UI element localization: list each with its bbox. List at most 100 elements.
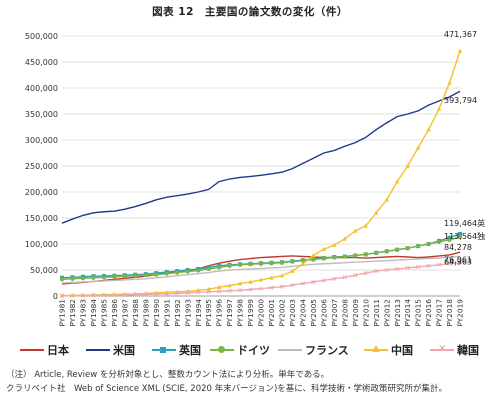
data-point [279,260,285,265]
x-tick-label: PY1984 [89,299,98,327]
data-point [290,259,295,264]
x-tick-label: PY2000 [257,299,266,327]
data-point [279,284,285,289]
data-point [447,80,452,85]
series-line [61,255,461,284]
legend-label: 韓国 [457,344,479,357]
data-point [185,290,190,295]
data-point [279,273,285,278]
data-point [300,281,306,286]
legend-swatch [20,349,44,351]
x-tick-label: PY2013 [393,299,402,327]
y-tick-label: 500,000 [25,32,58,41]
x-tick-label: PY1985 [99,299,108,327]
data-point [154,292,159,297]
data-point [70,293,75,298]
x-tick-label: PY2001 [267,299,276,327]
legend-swatch [152,347,176,353]
series-英国 [60,231,462,280]
data-point [332,242,337,247]
data-point [154,272,159,277]
data-point [384,249,389,254]
y-tick-label: 400,000 [25,84,58,93]
data-point [353,273,358,278]
y-tick-label: 200,000 [25,188,58,197]
x-tick-label: PY1986 [110,299,119,327]
series-line [61,50,461,297]
data-point [342,236,347,241]
data-point [269,275,274,280]
y-tick-label: 450,000 [25,58,58,67]
data-point [196,290,201,295]
x-tick-label: PY2002 [278,299,287,327]
x-tick-label: PY2004 [298,299,307,327]
x-tick-label: PY1999 [246,299,255,327]
data-point [405,265,410,271]
data-point [143,273,148,278]
data-point [290,268,295,273]
y-axis: 0 50,000 100,000 150,000 200,000 250,000 300,0… [25,32,58,301]
data-point [227,288,232,293]
data-point [311,253,316,258]
data-point [196,268,201,273]
data-point [342,275,347,280]
series-ドイツ [59,234,463,282]
series-line [61,90,461,224]
legend-item: 日本 [20,340,69,360]
x-tick-label: PY1996 [215,299,224,327]
data-point [227,263,232,268]
footnote-2: クラリベイト社 Web of Science XML (SCIE, 2020 年… [6,384,448,394]
x-tick-label: PY2006 [319,299,328,327]
data-point [101,275,106,280]
y-tick-label: 300,000 [25,136,58,145]
y-tick-label: 350,000 [25,110,58,119]
y-tick-label: 250,000 [25,162,58,171]
line-chart: 0 50,000 100,000 150,000 200,000 250,000 300,0… [25,30,485,327]
end-label: 76,061 [444,255,472,264]
data-point [384,197,389,202]
data-point [374,250,379,255]
data-point [321,278,326,283]
x-tick-label: PY2003 [288,299,297,327]
data-point [206,289,211,294]
data-point [185,269,190,274]
y-tick-label: 50,000 [30,266,58,275]
data-point [405,246,410,251]
data-point [80,276,86,281]
data-point [457,234,463,240]
legend-item: 米国 [86,340,135,360]
end-label: 84,278 [444,243,472,252]
data-point [395,266,400,272]
data-point [175,270,180,275]
data-point [227,283,232,288]
x-tick-label: PY1981 [58,299,67,327]
data-point [206,266,211,272]
data-point [237,288,243,293]
data-point [436,262,442,267]
legend-item: フランス [278,340,349,360]
data-point [447,261,452,266]
data-point [80,293,86,298]
data-point [416,243,421,249]
legend-item: × 韓国 [430,340,479,360]
x-tick-label: PY1997 [225,299,234,327]
x-tick-label: PY2014 [403,299,412,327]
x-tick-label: PY1983 [79,299,88,327]
x-tick-label: PY1982 [68,299,77,327]
data-point [269,261,274,266]
data-point [258,277,264,282]
x-tick-label: PY2010 [361,299,370,327]
data-point [321,246,327,251]
series-日本 [61,251,461,285]
x-tick-label: PY1998 [236,299,245,327]
data-point [353,228,358,233]
x-axis: PY1981 PY1982 PY1983 PY1984 PY1985 PY1986 PY19… [58,295,465,327]
data-point [458,231,462,236]
legend: 日本 米国 英国 ドイツ フランス 中国 × 韓国 [0,340,500,360]
data-point [332,255,337,260]
data-point [206,286,211,292]
data-point [436,106,442,111]
end-label: 64,363 [444,258,472,267]
legend-swatch [278,349,302,351]
plot-area [59,48,463,298]
